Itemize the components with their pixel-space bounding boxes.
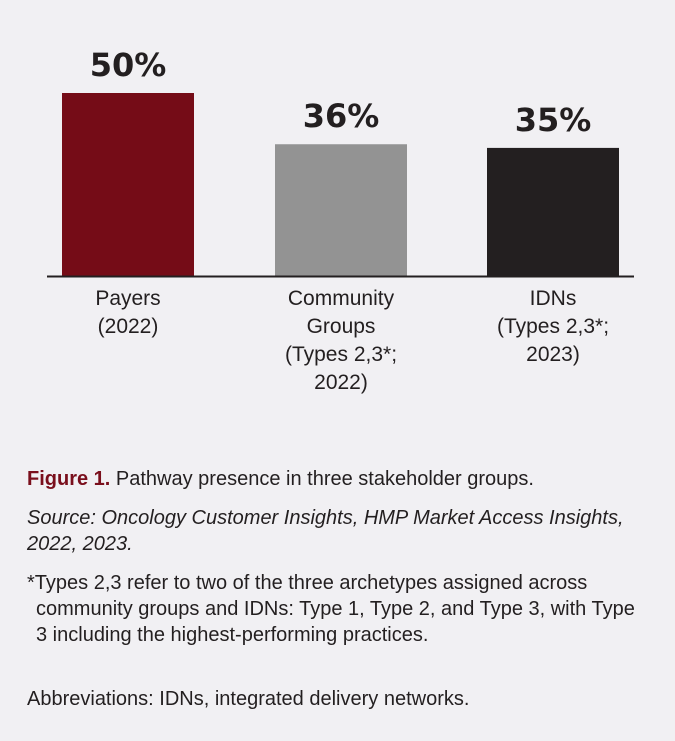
bar-1	[275, 144, 407, 276]
category-label-0: Payers (2022)	[95, 287, 160, 338]
category-label-2-line-2: 2023)	[526, 343, 580, 366]
figure-abbreviations: Abbreviations: IDNs, integrated delivery…	[27, 688, 470, 710]
value-labels-group: 50% 36% 35%	[90, 46, 592, 139]
bar-2	[487, 147, 619, 276]
value-label-1: 36%	[303, 97, 380, 135]
bars-group	[62, 93, 619, 276]
figure-footnote: *Types 2,3 refer to two of the three arc…	[27, 572, 635, 646]
value-label-2: 35%	[515, 101, 592, 139]
category-label-1-line-1: Groups	[307, 315, 376, 338]
value-label-0: 50%	[90, 46, 167, 84]
figure-source: Source: Oncology Customer Insights, HMP …	[27, 507, 624, 555]
category-label-1-line-3: 2022)	[314, 371, 368, 394]
category-label-2-line-1: (Types 2,3*;	[497, 315, 609, 338]
category-label-1-line-0: Community	[288, 287, 395, 310]
category-label-2-line-0: IDNs	[530, 287, 577, 310]
category-label-1: Community Groups (Types 2,3*; 2022)	[285, 287, 397, 394]
category-label-0-line-0: Payers	[95, 287, 160, 310]
category-label-0-line-1: (2022)	[98, 315, 159, 338]
category-labels-group: Payers (2022) Community Groups (Types 2,3*; 2…	[95, 287, 609, 394]
figure-number: Figure 1.	[27, 468, 111, 490]
figure-caption-text: Pathway presence in three stakeholder gr…	[110, 468, 534, 490]
bar-0	[62, 93, 194, 276]
category-label-1-line-2: (Types 2,3*;	[285, 343, 397, 366]
bar-chart: 50% 36% 35% Payers (2022) Community Groups (Ty…	[47, 46, 634, 394]
figure-caption: Figure 1. Pathway presence in three stak…	[27, 466, 657, 492]
category-label-2: IDNs (Types 2,3*; 2023)	[497, 287, 609, 366]
